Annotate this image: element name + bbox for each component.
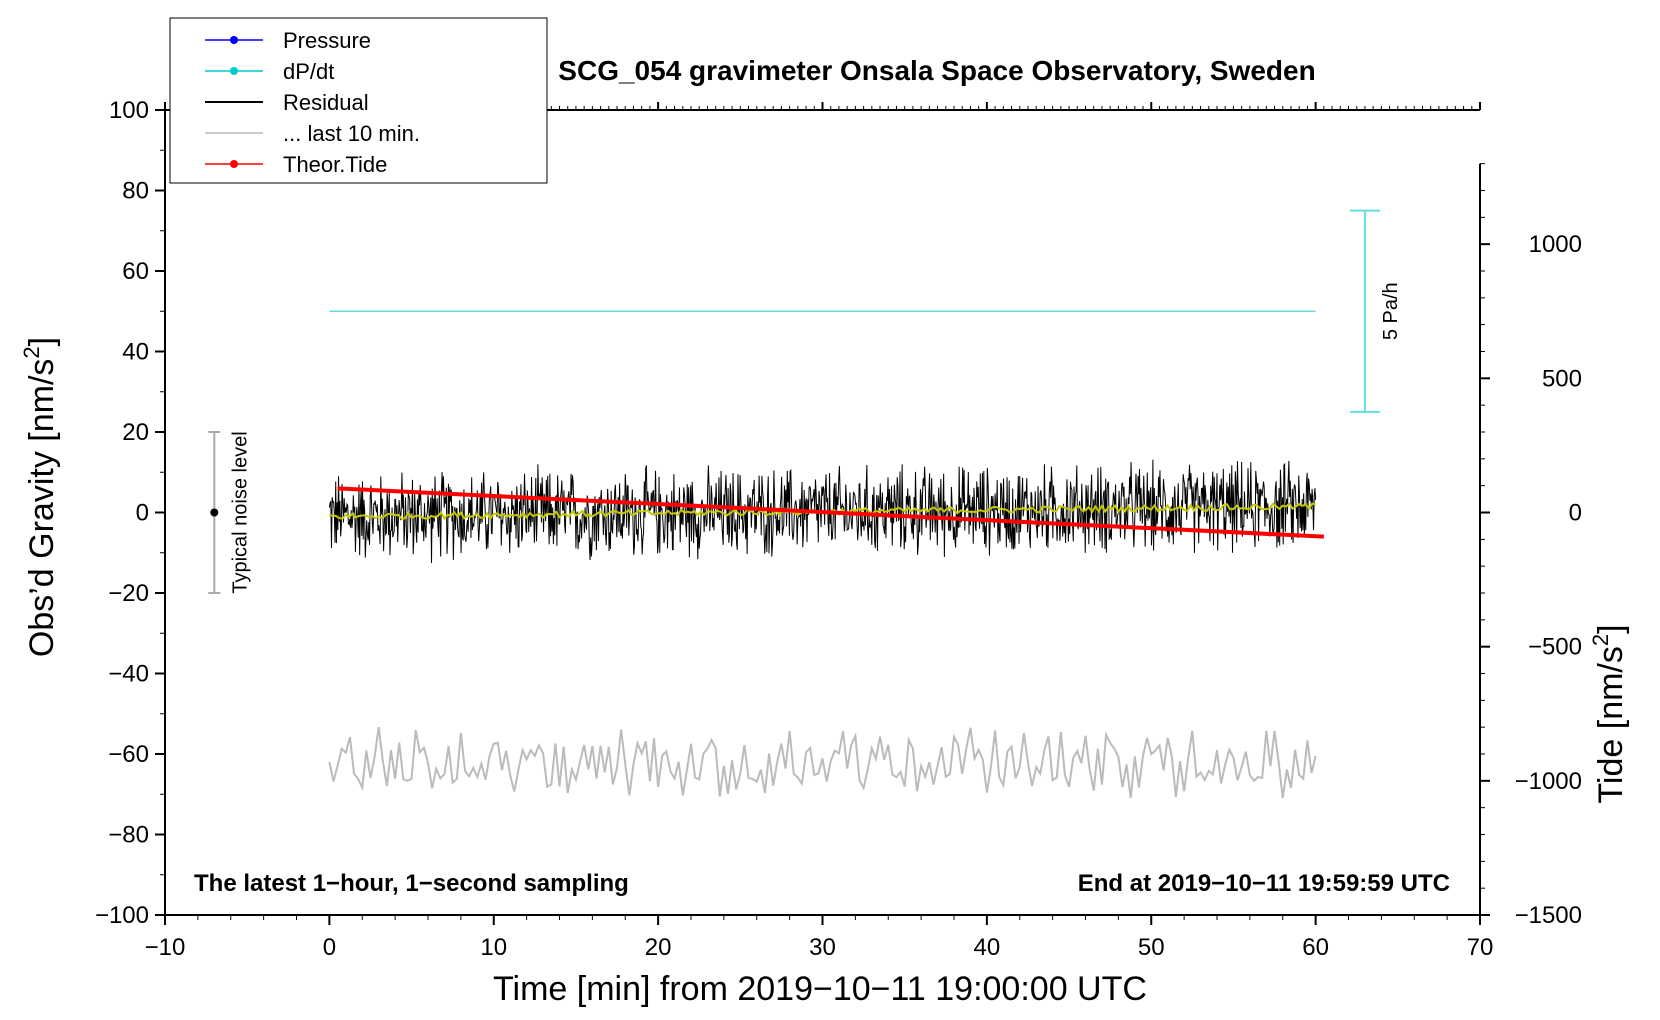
y-right-axis-title-sup: 2 — [1588, 634, 1613, 646]
y-left-tick-label: 40 — [122, 339, 149, 366]
noise-level-bar — [208, 431, 221, 594]
annotation-left: The latest 1−hour, 1−second sampling — [194, 870, 629, 897]
x-tick-label: 20 — [645, 934, 672, 961]
series-last-10-min — [328, 726, 1317, 799]
y-right-axis-title: Tide [nm/s2] — [1588, 624, 1630, 803]
y-left-tick-label: −80 — [108, 822, 149, 849]
legend-label: Residual — [283, 90, 369, 115]
y-left-tick-label: −60 — [108, 741, 149, 768]
y-left-tick-label: −100 — [95, 902, 149, 929]
x-tick-label: 0 — [323, 934, 336, 961]
y-left-axis-title-sup: 2 — [19, 346, 44, 358]
noise-level-label: Typical noise level — [229, 431, 251, 593]
x-tick-label: 70 — [1467, 934, 1494, 961]
legend-label: ... last 10 min. — [283, 121, 420, 146]
legend-marker — [230, 160, 238, 168]
legend-label: Theor.Tide — [283, 152, 387, 177]
x-tick-label: 30 — [809, 934, 836, 961]
y-right-tick-label: 0 — [1569, 500, 1582, 527]
tick-layer: −10 0 10 20 30 40 50 60 70−100−80−60−40−20020406… — [95, 97, 1582, 961]
y-right-axis-title-main: Tide [nm/s — [1592, 646, 1630, 803]
legend-label: dP/dt — [283, 59, 334, 84]
legend-label: Pressure — [283, 28, 371, 53]
x-tick-label: 10 — [480, 934, 507, 961]
y-left-tick-label: 100 — [109, 97, 149, 124]
annotation-right: End at 2019−10−11 19:59:59 UTC — [1078, 870, 1450, 897]
x-tick-label: 40 — [974, 934, 1001, 961]
y-left-tick-label: 20 — [122, 419, 149, 446]
legend-box — [169, 17, 548, 184]
legend-marker — [230, 67, 238, 75]
series-layer — [328, 310, 1324, 799]
y-left-tick-label: 60 — [122, 258, 149, 285]
x-tick-label: 60 — [1302, 934, 1329, 961]
y-left-axis-title: Obs’d Gravity [nm/s2] — [19, 337, 61, 657]
y-right-tick-label: 1000 — [1529, 231, 1582, 258]
legend: Pressure dP/dt Residual ... last 10 min. The… — [169, 17, 548, 184]
y-left-tick-label: −40 — [108, 661, 149, 688]
series-theoretical-tide — [337, 486, 1324, 539]
y-right-axis-title-end: ] — [1592, 624, 1630, 633]
y-left-axis-title-end: ] — [23, 337, 61, 346]
y-right-tick-label: −1500 — [1515, 902, 1582, 929]
x-axis-title: Time [min] from 2019−10−11 19:00:00 UTC — [493, 970, 1147, 1008]
pressure-scale-label: 5 Pa/h — [1380, 282, 1402, 340]
y-right-tick-label: 500 — [1542, 365, 1582, 392]
pressure-scale-bar — [1349, 209, 1380, 413]
y-left-tick-label: −20 — [108, 580, 149, 607]
y-left-axis-title-main: Obs’d Gravity [nm/s — [23, 359, 61, 658]
y-left-tick-label: 80 — [122, 178, 149, 205]
y-right-tick-label: −500 — [1528, 634, 1582, 661]
y-left-tick-label: 0 — [136, 500, 149, 527]
x-tick-label: −10 — [145, 934, 186, 961]
noise-bar-point — [210, 508, 219, 517]
x-tick-label: 50 — [1138, 934, 1165, 961]
legend-marker — [230, 36, 238, 44]
y-right-tick-label: −1000 — [1515, 768, 1582, 795]
chart-title: SCG_054 gravimeter Onsala Space Observat… — [558, 55, 1315, 86]
